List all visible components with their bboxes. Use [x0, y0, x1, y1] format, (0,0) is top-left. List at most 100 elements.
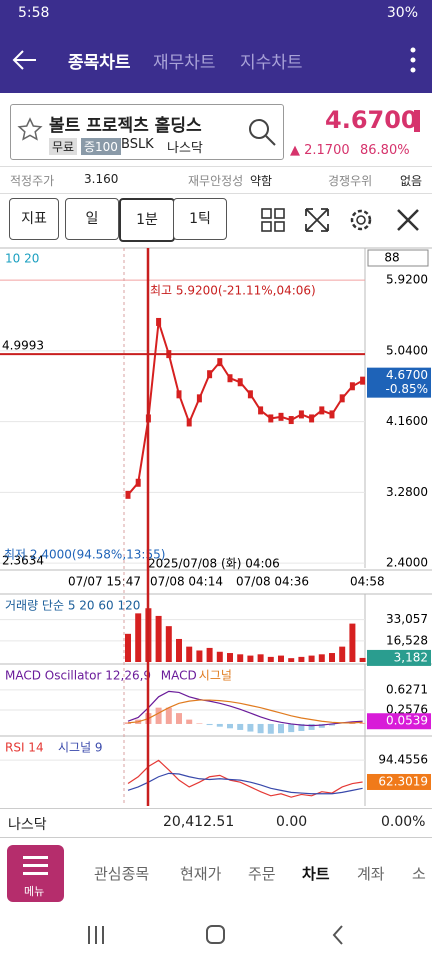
legend-entry: 시그널 9	[58, 741, 103, 755]
oscillator-bar	[206, 723, 213, 726]
index-change-pct: 0.00%	[381, 814, 426, 830]
index-change: 0.00	[276, 814, 308, 830]
tag: 증100	[81, 138, 121, 155]
volume-bar	[176, 638, 182, 662]
period-button[interactable]: 일	[65, 198, 119, 240]
volume-bar	[339, 646, 346, 662]
oscillator-bar	[125, 722, 131, 724]
period-button[interactable]: 1분	[119, 198, 175, 242]
indicator-button[interactable]: 지표	[9, 198, 59, 240]
y-tick-label: 3.2800	[386, 485, 428, 499]
panel-title: 거래량 단순 5 20 60 120	[5, 599, 140, 613]
oscillator-bar	[278, 723, 284, 734]
back-button[interactable]	[10, 48, 38, 72]
oscillator-bar	[196, 723, 203, 724]
more-button[interactable]	[408, 46, 418, 74]
tab[interactable]: 지수차트	[240, 53, 303, 73]
price-candle	[227, 374, 233, 383]
change-pct: 86.80%	[360, 143, 410, 158]
volume-bar	[227, 653, 233, 662]
price-candle	[319, 406, 325, 415]
volume-bar	[216, 651, 223, 662]
favorite-star[interactable]	[17, 117, 43, 143]
volume-bar	[206, 647, 213, 662]
y-tick-label: 4.1600	[386, 414, 428, 428]
x-tick-label: 04:58	[350, 575, 385, 589]
last-tag	[367, 367, 431, 398]
tab[interactable]: 재무차트	[153, 53, 216, 73]
tab[interactable]: 종목차트	[68, 53, 131, 73]
search-button[interactable]	[247, 117, 277, 147]
volume-bar	[155, 615, 162, 662]
price-candle	[268, 414, 274, 423]
last-tag-text: 4.6700	[386, 368, 428, 382]
stock-name: 볼트 프로젝츠 홀딩스	[49, 116, 202, 136]
last-tag-text: -0.85%	[386, 382, 428, 396]
price-candle	[135, 478, 141, 487]
ma-legend: 10 20	[5, 252, 39, 266]
price-candle	[339, 394, 345, 403]
index-bar: 나스닥 20,412.51 0.00 0.00%	[0, 808, 432, 838]
y-tick-label: 33,057	[386, 612, 428, 626]
volume-bar	[267, 656, 274, 662]
nav-item[interactable]: 소	[412, 865, 426, 883]
oscillator-bar	[216, 723, 223, 727]
system-nav[interactable]	[0, 912, 432, 958]
y-tick-label: 5.0400	[386, 343, 428, 357]
x-tick-label: 07/07 15:47	[68, 575, 141, 589]
price-candle	[309, 414, 315, 423]
nav-item[interactable]: 현재가	[180, 865, 222, 883]
legend-entry: MACD	[161, 669, 197, 683]
volume-bar	[196, 650, 203, 662]
oscillator-bar	[237, 723, 244, 730]
metric-value: 약함	[250, 174, 273, 188]
price-candle	[237, 378, 243, 387]
nav-item[interactable]: 주문	[248, 865, 276, 883]
last-tag-text: 0.0539	[386, 714, 428, 728]
price-line	[127, 321, 364, 496]
oscillator-bar	[257, 723, 264, 734]
annotation: 2025/07/08 (화) 04:06	[148, 557, 280, 571]
battery: 30%	[386, 5, 418, 21]
last-tag-text: 62.3019	[378, 774, 428, 788]
price-candle	[298, 410, 304, 419]
nav-item[interactable]: 관심종목	[94, 865, 150, 883]
volume-bar	[135, 613, 142, 662]
volume-bar	[308, 655, 315, 662]
price-candle	[360, 376, 366, 385]
price-candle	[247, 390, 253, 399]
stock-box[interactable]: 볼트 프로젝츠 홀딩스 무료 증100 BSLK 나스닥	[10, 104, 284, 160]
nav-item[interactable]: 계좌	[357, 865, 385, 883]
nav-item[interactable]: 차트	[302, 865, 330, 883]
price-candle	[349, 382, 355, 391]
price-candle	[278, 412, 284, 421]
y-tick-label: 5.9200	[386, 273, 428, 287]
y-tick-label: 0.2576	[386, 702, 428, 716]
price-candle	[196, 394, 202, 403]
period-button[interactable]: 1틱	[173, 198, 227, 240]
oscillator-bar	[165, 707, 172, 724]
oscillator-bar	[227, 723, 233, 729]
oscillator-bar	[308, 723, 315, 730]
x-tick-label: 07/08 04:14	[150, 575, 223, 589]
metric-value: 없음	[400, 174, 423, 188]
price-candle	[258, 406, 264, 415]
y-tick-label: 2.4000	[386, 556, 428, 570]
last-tag	[367, 713, 431, 730]
volume-bar	[165, 626, 172, 662]
price-bar	[414, 110, 420, 132]
price-candle	[176, 390, 182, 399]
menu-button[interactable]: 메뉴	[7, 845, 64, 902]
header: 5:58 30% 종목차트 재무차트 지수차트	[0, 0, 432, 93]
volume-bar	[329, 653, 335, 662]
price-candle	[125, 490, 131, 499]
oscillator-bar	[329, 723, 335, 726]
price-candle	[156, 317, 162, 326]
y-tick-label: 94.4556	[378, 753, 428, 767]
scale-box	[367, 249, 429, 267]
metrics-row: 적정주가 3.160 재무안정성 약함 경쟁우위 없음	[0, 166, 432, 194]
oscillator-bar	[247, 723, 254, 732]
tool-icons[interactable]	[258, 206, 424, 236]
oscillator-bar	[318, 723, 325, 728]
